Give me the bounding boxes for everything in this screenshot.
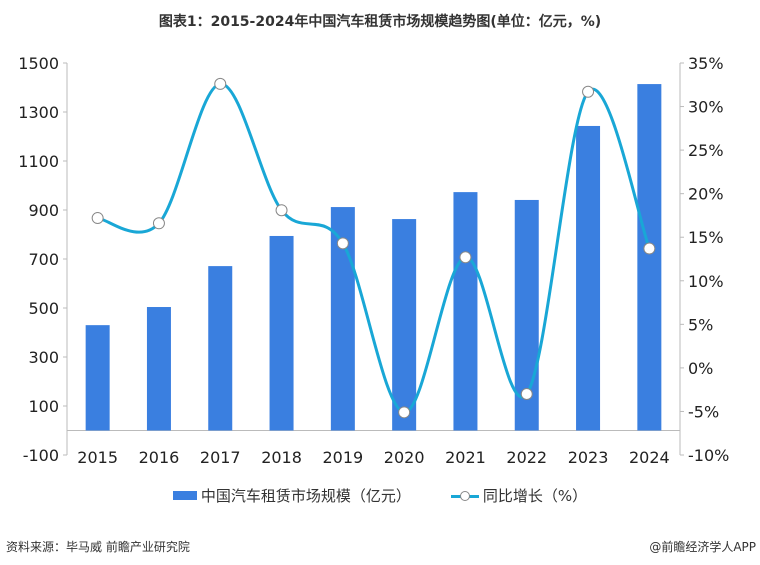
x-tick-label: 2024 [629, 448, 670, 467]
x-tick-label: 2019 [322, 448, 363, 467]
x-tick-label: 2015 [77, 448, 118, 467]
legend-bar-label: 中国汽车租赁市场规模（亿元） [200, 487, 411, 505]
bar-2020 [392, 219, 417, 431]
growth-point-2016 [152, 217, 165, 230]
x-tick-label: 2022 [506, 448, 547, 467]
x-tick-label: 2021 [445, 448, 486, 467]
legend-line-swatch [450, 490, 479, 502]
growth-point-2015 [91, 212, 104, 225]
right-tick-label: -10% [688, 446, 729, 465]
legend-bar-swatch [172, 491, 197, 500]
chart-area: 1500 1300 1100 900 700 500 300 100 -100 35% 30% 25%… [18, 54, 729, 467]
x-tick-label: 2016 [139, 448, 180, 467]
x-tick-label: 2018 [261, 448, 302, 467]
legend-item-line: 同比增长（%） [450, 485, 588, 506]
bar-2024 [637, 84, 662, 431]
right-tick-label: 10% [688, 272, 724, 291]
growth-point-2021 [459, 251, 472, 264]
legend-line-label: 同比增长（%） [482, 487, 588, 505]
bar-2016 [146, 307, 171, 431]
right-tick-label: 20% [688, 185, 724, 204]
x-tick-label: 2020 [384, 448, 425, 467]
bar-2018 [269, 235, 294, 431]
bar-2023 [576, 125, 601, 431]
growth-point-2020 [398, 406, 411, 419]
growth-point-2023 [582, 85, 595, 98]
x-tick-label: 2017 [200, 448, 241, 467]
right-tick-label: 15% [688, 228, 724, 247]
legend: 中国汽车租赁市场规模（亿元） 同比增长（%） [0, 485, 760, 506]
growth-line [97, 82, 651, 414]
growth-point-2017 [214, 77, 227, 90]
credit-note: @前瞻经济学人APP [649, 540, 756, 554]
right-tick-label: 5% [688, 315, 713, 334]
left-tick-label: 1100 [18, 152, 59, 171]
right-tick-label: 35% [688, 54, 724, 73]
source-note: 资料来源：毕马威 前瞻产业研究院 [6, 540, 190, 554]
growth-point-2022 [520, 388, 533, 401]
bar-2021 [453, 192, 478, 431]
bar-2015 [85, 325, 110, 431]
right-tick-label: 0% [688, 359, 713, 378]
right-tick-label: 25% [688, 141, 724, 160]
left-tick-label: 300 [28, 348, 59, 367]
left-tick-label: -100 [23, 446, 59, 465]
chart-title: 图表1：2015-2024年中国汽车租赁市场规模趋势图(单位：亿元，%) [158, 14, 602, 30]
left-tick-label: 900 [28, 201, 59, 220]
left-tick-label: 700 [28, 250, 59, 269]
x-tick-label: 2023 [568, 448, 609, 467]
left-tick-label: 1500 [18, 54, 59, 73]
growth-point-2018 [275, 204, 288, 217]
right-tick-label: 30% [688, 98, 724, 117]
legend-item-bar: 中国汽车租赁市场规模（亿元） [172, 485, 411, 506]
left-tick-label: 500 [28, 299, 59, 318]
left-tick-label: 100 [28, 397, 59, 416]
growth-point-2024 [643, 242, 656, 255]
right-tick-label: -5% [688, 402, 719, 421]
left-tick-label: 1300 [18, 103, 59, 122]
bar-2017 [208, 266, 233, 431]
growth-point-2019 [336, 237, 349, 250]
